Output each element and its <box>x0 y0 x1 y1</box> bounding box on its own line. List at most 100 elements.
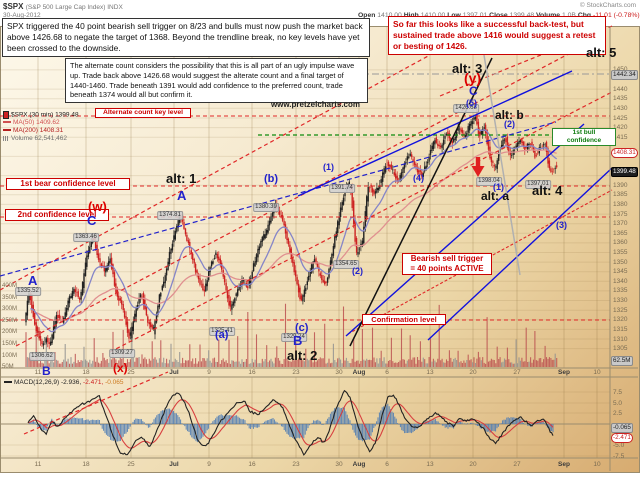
copyright: © StockCharts.com <box>579 2 636 9</box>
swing-price-label: 1398.04 <box>476 177 502 186</box>
date-tick-9: 9 <box>207 461 211 468</box>
quote-value: 1.0B <box>562 12 578 19</box>
date-tick-10: 10 <box>593 461 601 468</box>
price-tick: 1350 <box>613 258 628 266</box>
quote-value: -11.01 (-0.78%) <box>592 12 640 19</box>
legend-row-volume: Volume 62,541,462 <box>3 135 67 142</box>
macd-value: -2.936, <box>60 379 84 386</box>
date-tick-18: 18 <box>82 369 90 376</box>
quote-label: Low <box>447 12 462 19</box>
wave-label-altb: alt: b <box>495 108 524 122</box>
wave-label-c: (c) <box>295 322 309 334</box>
annotation-note-main: SPX triggered the 40 point bearish sell … <box>2 18 370 58</box>
quote-label: Chg <box>578 12 593 19</box>
axis-box-144234: 1442.34 <box>611 70 638 80</box>
price-tick: 1450 <box>613 66 627 73</box>
price-tick: 1380 <box>613 200 628 208</box>
wave-label-b: B <box>42 364 51 378</box>
volume-tick: 350M <box>2 294 18 301</box>
swing-price-label: 1335.52 <box>15 287 41 296</box>
macd-legend-row: MACD(12,26,9) -2.936, -2.471, -0.065 <box>4 379 124 386</box>
volume-tick: 250M <box>2 317 18 324</box>
volume-tick: 400M <box>2 283 18 289</box>
date-tick-aug: Aug <box>352 369 366 376</box>
wave-label-alt4: alt: 4 <box>532 183 563 198</box>
blue-trend-mid <box>345 123 585 337</box>
gray-retest-line <box>483 54 521 276</box>
swing-price-label: 1306.62 <box>29 352 55 361</box>
wave-label-c: C <box>469 84 478 98</box>
ma50-line-icon <box>3 121 11 124</box>
macd-tick: 2.5 <box>613 409 623 417</box>
macd-name: MACD(12,26,9) <box>14 379 61 386</box>
legend-text: MA(50) 1409.62 <box>13 119 60 126</box>
wave-label-c: C <box>87 213 97 228</box>
date-tick-23: 23 <box>292 369 300 376</box>
macd-tick: -5.0 <box>613 441 625 449</box>
swing-price-label: 1325.41 <box>209 327 235 336</box>
macd-value: -0.065 <box>105 379 124 386</box>
price-tick: 1345 <box>613 268 628 276</box>
price-tick: 1430 <box>613 104 628 112</box>
quote-value: 1399.48 <box>510 12 536 19</box>
wave-label-a: A <box>177 188 187 203</box>
price-tick: 1425 <box>613 114 628 122</box>
date-tick-25: 25 <box>127 461 135 468</box>
wave-label-b: B <box>293 333 303 348</box>
date-tick-sep: Sep <box>558 461 570 468</box>
wave-label-alt3: alt: 3 <box>452 61 483 76</box>
macd-line-icon <box>4 381 12 384</box>
wave-label-alt5: alt: 5 <box>586 45 617 60</box>
quote-value: 1410.00 <box>377 12 403 19</box>
date-tick-16: 16 <box>248 461 256 468</box>
swing-price-label: 1374.81 <box>157 211 183 220</box>
price-tick: 1355 <box>613 249 628 256</box>
date-tick-9: 9 <box>207 369 211 376</box>
price-tick: 1330 <box>613 297 628 304</box>
macd-tick: -7.5 <box>613 452 625 460</box>
date-tick-jul: Jul <box>169 461 179 468</box>
date-tick-25: 25 <box>127 369 135 376</box>
price-tick: 1415 <box>613 133 628 141</box>
date-tick-aug: Aug <box>352 461 366 468</box>
annotation-note-alternate: The alternate count considers the possib… <box>65 58 368 104</box>
wave-label-alt1: alt: 1 <box>166 171 197 186</box>
volume-tick: 100M <box>2 352 18 359</box>
price-tick: 1305 <box>613 345 628 353</box>
wave-label-2: (2) <box>504 119 515 129</box>
wave-label-4: (4) <box>413 173 424 183</box>
volume-tick: 200M <box>2 329 18 336</box>
legend-row-ma50-line: MA(50) 1409.62 <box>3 119 60 126</box>
date-tick-20: 20 <box>469 461 477 468</box>
price-tick: 1440 <box>613 85 628 93</box>
annotation-note-backtest: So far this looks like a successful back… <box>388 16 606 56</box>
price-tick: 1435 <box>613 95 628 103</box>
macd-value: -2.471, <box>83 379 106 386</box>
date-tick-27: 27 <box>513 461 521 468</box>
axis-box-0065: -0.065 <box>611 423 633 433</box>
date-tick-11: 11 <box>34 369 42 376</box>
wave-label-a: A <box>28 273 38 288</box>
level-box-2nd: 2nd confidence level <box>5 209 109 221</box>
quote-summary-row: Open 1410.00 High 1410.00 Low 1397.01 Cl… <box>358 12 640 20</box>
quote-label: Close <box>489 12 509 19</box>
date-tick-23: 23 <box>292 461 300 468</box>
swing-price-label: 1329.24 <box>281 333 307 342</box>
price-tick: 1320 <box>613 316 628 324</box>
volume-tick: 150M <box>2 341 18 347</box>
blue-trend-upper <box>297 70 573 197</box>
ticker-symbol: $SPX <box>3 2 24 11</box>
quote-label: High <box>404 12 421 19</box>
price-tick: 1335 <box>613 287 628 295</box>
level-box-1st: 1st bear confidence level <box>6 178 130 190</box>
swing-price-label: 1354.65 <box>333 260 359 269</box>
red-down-arrow-icon <box>475 157 481 167</box>
wave-label-5: (5) <box>466 98 477 108</box>
date-tick-6: 6 <box>385 369 389 376</box>
date-tick-18: 18 <box>82 461 90 468</box>
quote-value: 1410.00 <box>421 12 447 19</box>
price-tick: 1390 <box>613 181 628 189</box>
price-tick: 1360 <box>613 239 628 247</box>
chart-date: 30-Aug-2012 <box>3 12 41 19</box>
